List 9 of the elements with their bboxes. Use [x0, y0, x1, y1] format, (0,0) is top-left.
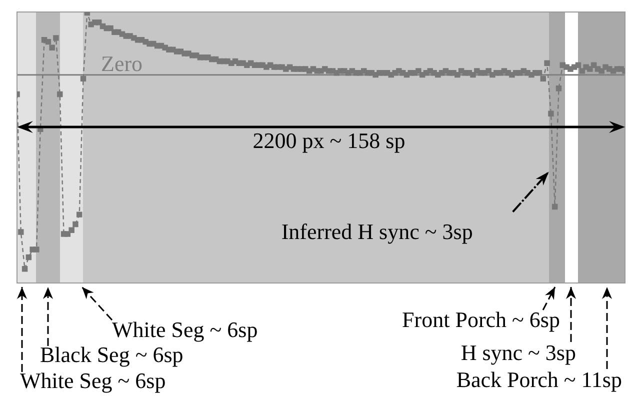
annotation: Zero: [101, 50, 143, 76]
text: Back Porch ~ 11sp: [456, 366, 622, 392]
text: White Seg ~ 6sp: [112, 316, 258, 342]
annotation: Inferred H sync ~ 3sp: [281, 218, 473, 244]
text: Black Seg ~ 6sp: [40, 342, 184, 367]
text: Front Porch ~ 6sp: [402, 306, 560, 332]
annotation: 2200 px ~ 158 sp: [252, 128, 406, 153]
text: H sync ~ 3sp: [460, 340, 576, 365]
text: White Seg ~ 6sp: [20, 368, 166, 393]
